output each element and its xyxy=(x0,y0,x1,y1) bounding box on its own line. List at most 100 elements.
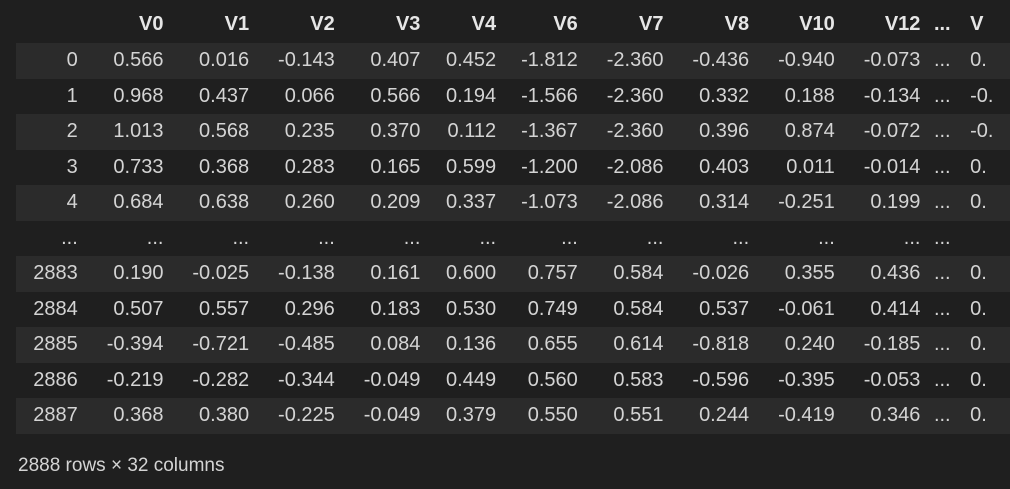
table-cell xyxy=(964,221,1010,257)
table-cell: -0.138 xyxy=(278,262,335,284)
shape-summary: 2888 rows × 32 columns xyxy=(18,455,225,476)
table-cell: 0. xyxy=(970,262,987,284)
table-cell: -0.049 xyxy=(363,368,421,391)
table-cell: 0.194 xyxy=(446,84,497,107)
table-cell: 0.283 xyxy=(284,155,335,178)
table-cell: -0.053 xyxy=(863,368,921,391)
table-header: V0 V1 V2 V3 V4 V6 V7 V8 V10 V12... V xyxy=(16,6,1010,43)
column-header: V2 xyxy=(310,13,335,35)
row-index: 3 xyxy=(66,155,78,178)
table-cell: -0.419 xyxy=(778,404,835,426)
table-cell: 0.436 xyxy=(870,262,921,284)
table-cell: ... xyxy=(561,226,578,249)
column-header: V7 xyxy=(639,13,664,35)
table-cell: 0.165 xyxy=(370,155,421,178)
table-cell: 0.084 xyxy=(370,333,421,355)
table-cell: -0.721 xyxy=(192,333,250,355)
column-header: V10 xyxy=(799,13,835,35)
table-cell: 0.560 xyxy=(527,368,578,391)
table-cell: -0.014 xyxy=(863,155,921,178)
table-row: 4 0.684 0.638 0.260 0.209 0.337 -1.073 -2.086 0.… xyxy=(16,185,1010,221)
table-cell: 0.337 xyxy=(446,191,497,213)
table-cell: -0.072 xyxy=(863,120,921,142)
table-cell: -1.073 xyxy=(521,191,578,213)
table-row: 2884 0.507 0.557 0.296 0.183 0.530 0.749 0.584 0… xyxy=(16,291,1010,327)
table-cell: -0.073 xyxy=(863,49,921,71)
column-header: V3 xyxy=(395,13,421,35)
table-cell: 0.407 xyxy=(370,49,421,71)
table-cell: 0.161 xyxy=(370,262,421,284)
table-cell: ... xyxy=(933,84,951,107)
table-cell: 0.190 xyxy=(113,262,164,284)
table-cell: 0.380 xyxy=(199,404,250,426)
table-cell: 1.013 xyxy=(113,120,164,142)
table-cell: 0. xyxy=(970,191,987,213)
table-cell: 0.684 xyxy=(113,191,164,213)
table-cell: -0.344 xyxy=(278,368,335,391)
table-cell: 0.584 xyxy=(613,262,664,284)
table-cell: -2.360 xyxy=(606,84,664,107)
table-cell: 0.136 xyxy=(446,333,497,355)
table-cell: 0.599 xyxy=(446,155,497,178)
table-cell: 0.566 xyxy=(370,84,421,107)
table-cell: ... xyxy=(933,49,951,71)
table-cell: -1.200 xyxy=(521,155,578,178)
column-header: V1 xyxy=(224,13,250,35)
table-cell: ... xyxy=(232,226,250,249)
table-cell: 0.355 xyxy=(784,262,835,284)
table-cell: ... xyxy=(818,226,835,249)
table-cell: 0.188 xyxy=(784,84,835,107)
table-cell: 0.368 xyxy=(113,404,164,426)
row-index: 2 xyxy=(66,120,78,142)
table-row: 2885 -0.394 -0.721 -0.485 0.084 0.136 0.655 0.6… xyxy=(16,327,1010,363)
table-cell: ... xyxy=(479,226,497,249)
table-cell: -0.282 xyxy=(192,368,250,391)
table-cell: 0.757 xyxy=(527,262,578,284)
table-cell: 0.368 xyxy=(199,155,250,178)
table-cell: 0.183 xyxy=(370,297,421,320)
table-cell: 0.016 xyxy=(199,49,250,71)
table-cell: -1.566 xyxy=(521,84,578,107)
table-row: 2 1.013 0.568 0.235 0.370 0.112 -1.367 -2.360 0.… xyxy=(16,114,1010,150)
table-cell: ... xyxy=(933,333,951,355)
table-cell: 0.011 xyxy=(786,155,835,178)
table-cell: 0.584 xyxy=(613,297,664,320)
table-cell: 0. xyxy=(970,49,987,71)
column-header: V0 xyxy=(138,13,164,35)
column-header: V12 xyxy=(884,13,921,35)
table-cell: ... xyxy=(933,191,951,213)
table-cell: 0.379 xyxy=(446,404,497,426)
table-row: 0 0.566 0.016 -0.143 0.407 0.452 -1.812 -2.360 -… xyxy=(16,43,1010,79)
header-row: V0 V1 V2 V3 V4 V6 V7 V8 V10 V12... V xyxy=(16,6,1010,43)
table-cell: -0.061 xyxy=(778,297,835,320)
table-cell: 0.749 xyxy=(527,297,578,320)
table-cell: ... xyxy=(646,226,664,249)
table-cell: -0. xyxy=(970,84,994,107)
table-row: .................................... xyxy=(16,220,1010,257)
table-cell: 0.568 xyxy=(199,120,250,142)
table-cell: -2.360 xyxy=(606,49,664,71)
table-cell: 0.551 xyxy=(613,404,664,426)
table-cell: ... xyxy=(933,120,951,142)
table-cell: ... xyxy=(403,226,421,249)
table-cell: -0.485 xyxy=(278,333,335,355)
table-cell: 0.614 xyxy=(613,333,664,355)
column-header: V8 xyxy=(724,13,750,35)
table-row: 2887 0.368 0.380 -0.225 -0.049 0.379 0.550 0.55… xyxy=(16,398,1010,434)
table-cell: 0.655 xyxy=(527,333,578,355)
column-header: V xyxy=(970,13,984,35)
index-header xyxy=(16,6,78,43)
table-cell: ... xyxy=(933,226,951,249)
table-cell: 0. xyxy=(970,333,987,355)
table-cell: 0.296 xyxy=(284,297,335,320)
table-cell: -0.143 xyxy=(278,49,335,71)
table-cell: 0.583 xyxy=(613,368,664,391)
table-body: 0 0.566 0.016 -0.143 0.407 0.452 -1.812 -2.360-… xyxy=(16,43,1010,434)
column-header: V6 xyxy=(553,13,578,35)
table-cell: 0.244 xyxy=(699,404,750,426)
table-cell: -0.940 xyxy=(778,49,835,71)
table-cell: 0.314 xyxy=(699,191,750,213)
table-cell: 0.396 xyxy=(699,120,750,142)
table-cell: -0.395 xyxy=(778,368,835,391)
table-cell: -0.219 xyxy=(106,368,164,391)
